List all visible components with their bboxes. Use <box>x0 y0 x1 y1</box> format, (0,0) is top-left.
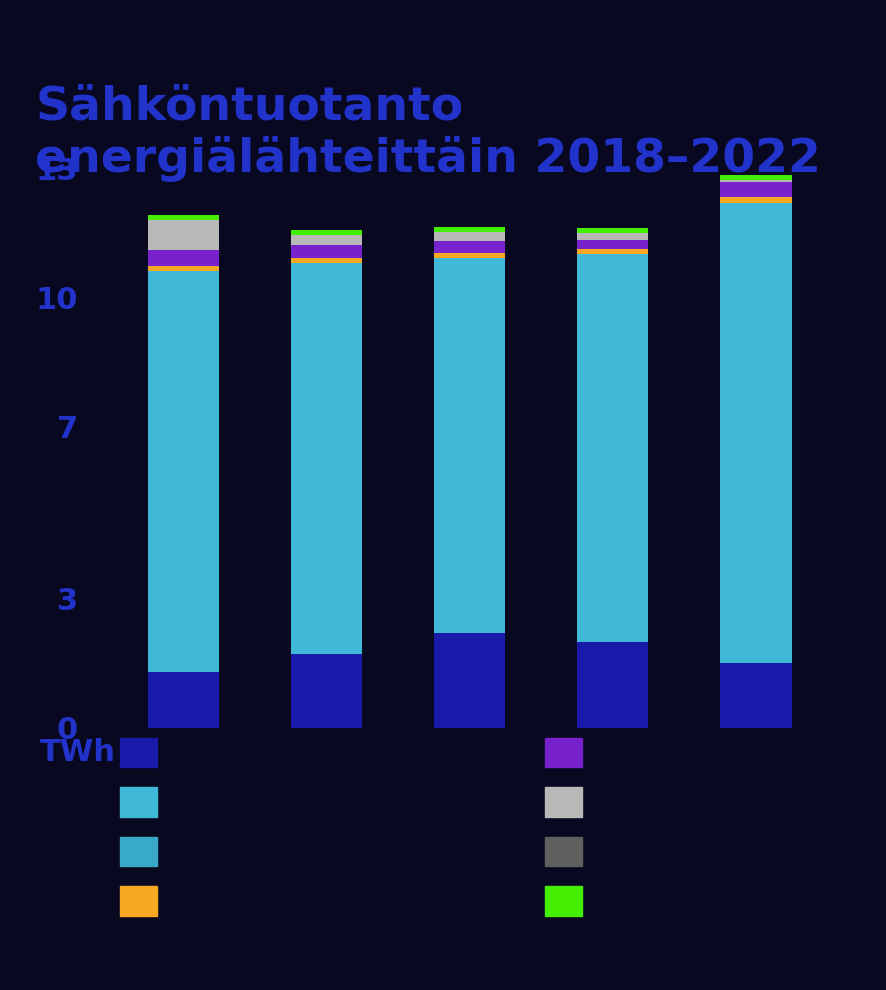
Bar <box>291 262 362 654</box>
Bar <box>720 180 791 182</box>
Bar <box>148 220 219 249</box>
Bar <box>720 182 791 197</box>
Bar <box>434 633 505 728</box>
Bar <box>577 229 649 233</box>
Bar <box>434 227 505 232</box>
Bar <box>148 266 219 271</box>
Bar <box>291 236 362 245</box>
Bar <box>434 242 505 253</box>
Text: TWh: TWh <box>40 738 116 767</box>
Bar <box>148 271 219 671</box>
Bar <box>577 642 649 728</box>
Bar <box>148 249 219 266</box>
Bar <box>148 215 219 220</box>
Bar <box>577 249 649 254</box>
Bar <box>148 671 219 728</box>
Bar <box>291 654 362 728</box>
Bar <box>291 245 362 257</box>
Bar <box>577 233 649 241</box>
Bar <box>720 203 791 663</box>
Bar <box>291 230 362 236</box>
Bar <box>434 253 505 258</box>
Bar <box>720 197 791 203</box>
Text: Sähköntuotanto
energiälähteittäin 2018–2022: Sähköntuotanto energiälähteittäin 2018–2… <box>35 84 821 182</box>
Bar <box>434 258 505 633</box>
Bar <box>720 663 791 728</box>
Bar <box>720 175 791 180</box>
Bar <box>291 257 362 262</box>
Bar <box>434 232 505 242</box>
Bar <box>577 254 649 642</box>
Bar <box>577 241 649 249</box>
